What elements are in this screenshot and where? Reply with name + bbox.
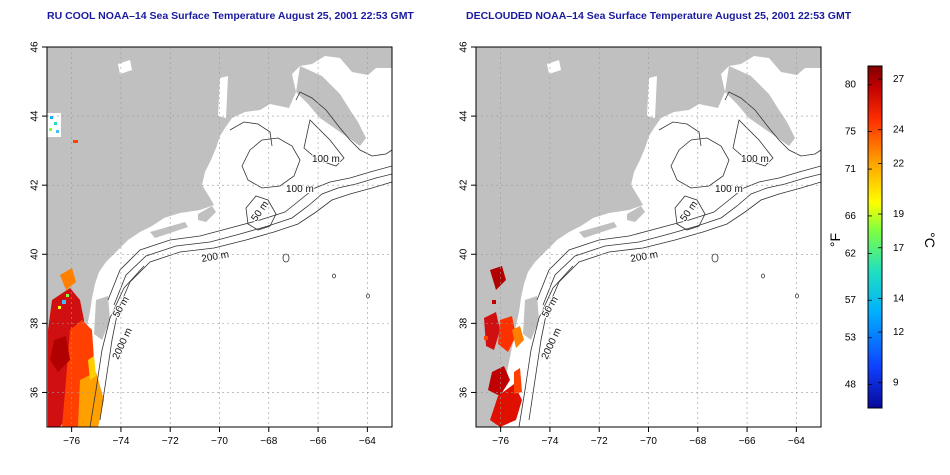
celsius-tick-label: 19: [893, 209, 905, 220]
fahrenheit-tick-label: 48: [845, 380, 857, 391]
bathymetry-contours: [89, 91, 392, 427]
land-mass: [47, 47, 392, 427]
x-tick-label: −72: [591, 436, 608, 447]
y-tick-label: 36: [30, 386, 41, 398]
x-tick-label: −66: [739, 436, 756, 447]
x-tick-label: −66: [310, 436, 327, 447]
land-mass: [150, 222, 188, 238]
x-tick-label: −76: [63, 436, 80, 447]
fahrenheit-tick-label: 53: [845, 333, 857, 344]
celsius-tick-label: 27: [893, 74, 905, 85]
y-tick-label: 42: [459, 179, 470, 191]
fahrenheit-tick-label: 71: [845, 164, 857, 175]
celsius-tick-label: 22: [893, 158, 905, 169]
right-panel-title: DECLOUDED NOAA–14 Sea Surface Temperatur…: [466, 10, 852, 22]
x-tick-label: −68: [260, 436, 277, 447]
contour-label: 50 m: [678, 199, 700, 224]
left-map-panel: 100 m 100 m 50 m 200 m 50 m 2000 m −76 −7…: [30, 41, 393, 447]
x-tick-label: −74: [541, 436, 558, 447]
land-mass: [579, 222, 617, 238]
bathymetry-contours: [518, 91, 821, 427]
contour-label: 100 m: [715, 184, 743, 195]
x-tick-label: −76: [492, 436, 509, 447]
fahrenheit-label: °F: [827, 233, 843, 247]
contour-label: 100 m: [312, 154, 340, 165]
contour-label: 50 m: [111, 295, 132, 320]
contour-label: 100 m: [741, 154, 769, 165]
celsius-tick-label: 12: [893, 327, 905, 338]
land-mass: [198, 206, 216, 222]
x-tick-label: −70: [640, 436, 657, 447]
celsius-tick-label: 17: [893, 243, 905, 254]
y-tick-label: 46: [30, 41, 41, 53]
temperature-colorbar: 80 75 71 66 62 57 53 48 27 24 22 19 17 14 12 9 °F °C: [827, 65, 938, 409]
fahrenheit-tick-label: 66: [845, 211, 857, 222]
x-tick-label: −64: [788, 436, 805, 447]
lake: [118, 60, 132, 74]
lake: [647, 76, 657, 118]
celsius-tick-label: 14: [893, 293, 905, 304]
contour-label: 200 m: [201, 249, 230, 265]
land-mass: [725, 66, 795, 146]
y-tick-label: 40: [459, 248, 470, 260]
lake: [767, 70, 779, 86]
celsius-label: °C: [922, 232, 938, 248]
fahrenheit-tick-label: 80: [845, 80, 857, 91]
land-mass: [296, 66, 366, 146]
land-mass: [523, 296, 539, 340]
fahrenheit-tick-label: 75: [845, 127, 857, 138]
y-tick-label: 44: [30, 110, 41, 122]
x-tick-label: −72: [162, 436, 179, 447]
sst-pixels: [47, 113, 104, 427]
y-tick-label: 44: [459, 110, 470, 122]
lake: [218, 76, 228, 118]
right-map-panel: 100 m 100 m 50 m 200 m 50 m 2000 m −76 −7…: [459, 41, 822, 447]
y-tick-label: 38: [30, 317, 41, 329]
y-tick-label: 42: [30, 179, 41, 191]
celsius-tick-label: 24: [893, 125, 905, 136]
contour-label: 50 m: [249, 199, 271, 224]
sst-pixels: [484, 266, 524, 427]
lake: [338, 70, 350, 86]
contour-label: 2000 m: [540, 326, 564, 361]
land-mass: [627, 206, 645, 222]
contour-label: 200 m: [630, 249, 659, 265]
y-tick-label: 38: [459, 317, 470, 329]
x-tick-label: −64: [359, 436, 376, 447]
y-tick-label: 36: [459, 386, 470, 398]
fahrenheit-tick-label: 57: [845, 295, 857, 306]
lake: [547, 60, 561, 74]
land-mass: [476, 47, 821, 427]
celsius-tick-label: 9: [893, 378, 899, 389]
contour-label: 50 m: [540, 295, 561, 320]
x-tick-label: −74: [112, 436, 129, 447]
x-tick-label: −70: [211, 436, 228, 447]
colorbar-gradient: [867, 65, 883, 409]
y-tick-label: 40: [30, 248, 41, 260]
x-tick-label: −68: [689, 436, 706, 447]
land-mass: [94, 296, 110, 340]
fahrenheit-tick-label: 62: [845, 248, 857, 259]
y-tick-label: 46: [459, 41, 470, 53]
contour-label: 2000 m: [111, 326, 135, 361]
left-panel-title: RU COOL NOAA–14 Sea Surface Temperature …: [47, 10, 414, 22]
contour-label: 100 m: [286, 184, 314, 195]
